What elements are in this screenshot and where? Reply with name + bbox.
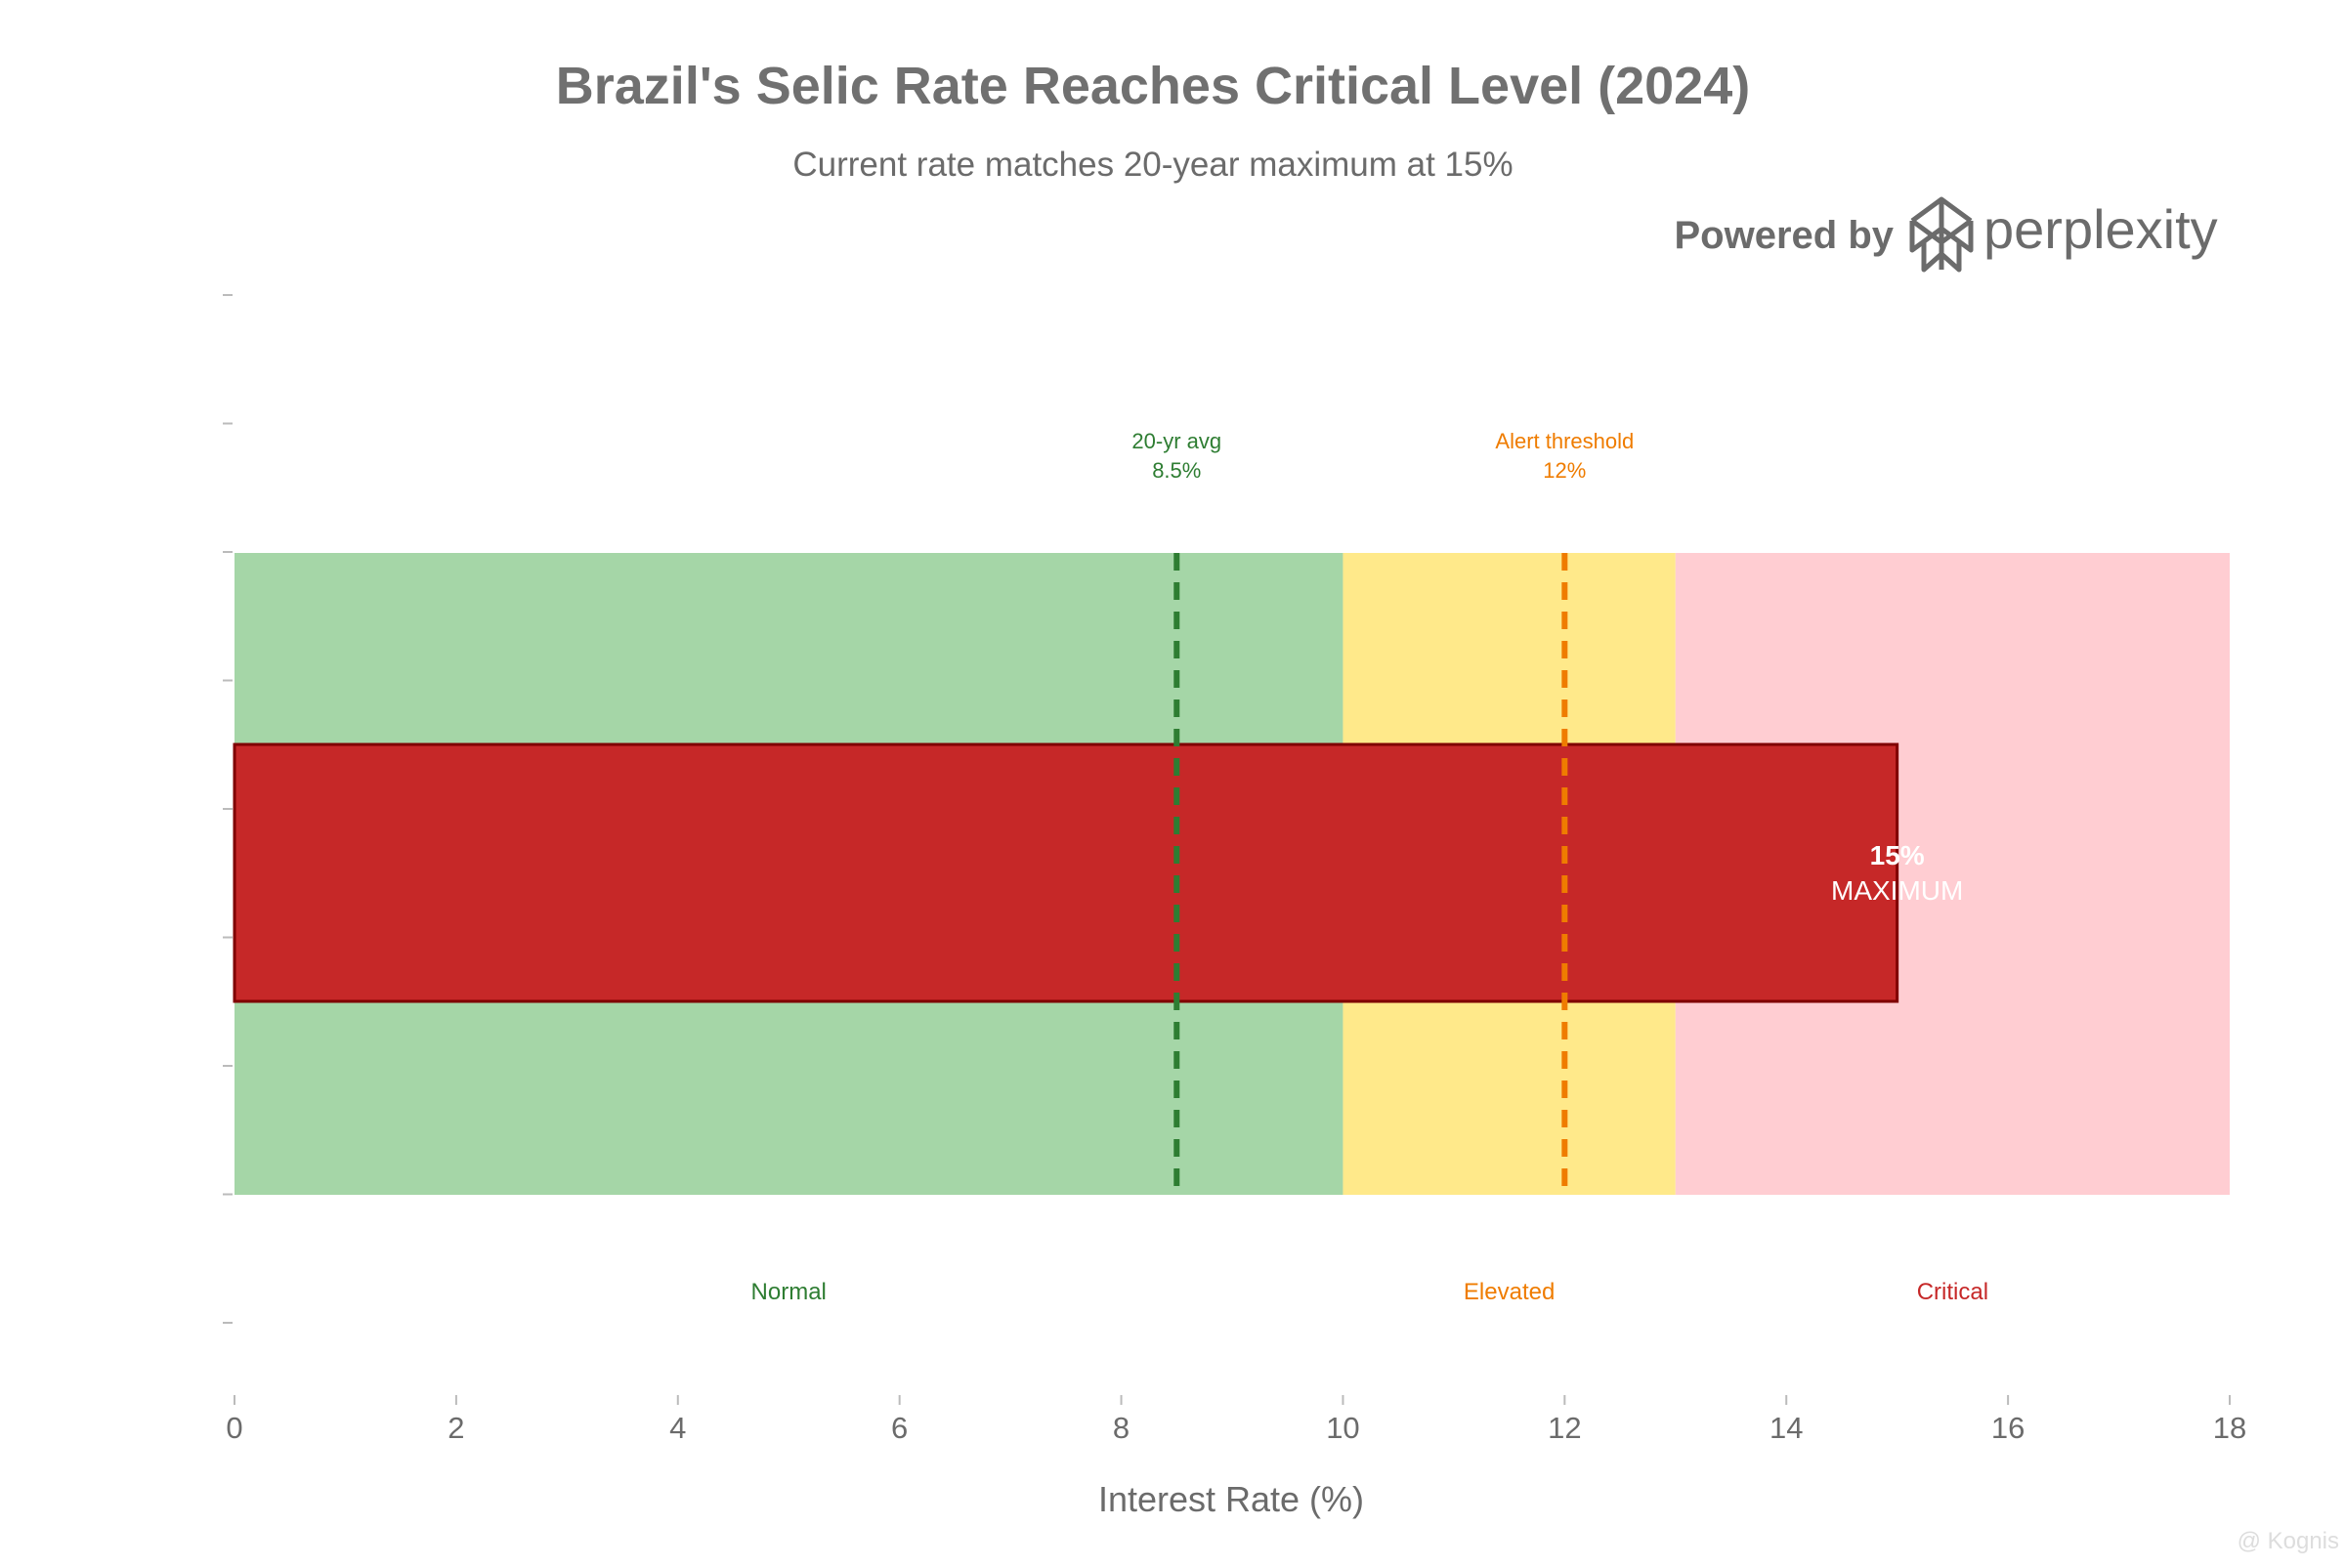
- chart-subtitle: Current rate matches 20-year maximum at …: [792, 146, 1513, 184]
- bar-current-rate: [233, 742, 1899, 1003]
- x-tick-label: 0: [226, 1411, 242, 1445]
- x-tick-label: 18: [2213, 1411, 2246, 1445]
- x-tick-label: 16: [1991, 1411, 2025, 1445]
- perplexity-logo-icon: [1909, 196, 1974, 273]
- powered-by-branding: Powered by perplexity: [1674, 196, 2218, 273]
- reference-label-alert: Alert threshold: [1495, 429, 1634, 453]
- x-tick-label: 8: [1113, 1411, 1130, 1445]
- x-tick-label: 14: [1769, 1411, 1803, 1445]
- reference-value-alert: 12%: [1543, 458, 1586, 483]
- x-tick-label: 4: [669, 1411, 686, 1445]
- labels-layer: 20-yr avg 8.5% Alert threshold 12% 15% MAXIMU…: [751, 429, 1989, 1305]
- bars-layer: [233, 742, 1899, 1003]
- zone-label-critical: Critical: [1917, 1279, 1988, 1305]
- reference-label-avg: 20-yr avg: [1131, 429, 1221, 453]
- chart-title: Brazil's Selic Rate Reaches Critical Lev…: [556, 57, 1750, 115]
- y-axis-ticks: [223, 294, 233, 1324]
- zone-label-elevated: Elevated: [1464, 1279, 1555, 1305]
- bar-status-label: MAXIMUM: [1831, 875, 1963, 906]
- x-axis: 0 2 4 6 8 10 12 14 16 18: [226, 1395, 2246, 1445]
- bar-value-label: 15%: [1870, 840, 1925, 870]
- reference-value-avg: 8.5%: [1152, 458, 1201, 483]
- x-tick-label: 6: [891, 1411, 908, 1445]
- reference-lines-layer: [1173, 553, 1568, 1195]
- watermark: @ Kognis: [2238, 1528, 2339, 1554]
- x-tick-label: 12: [1548, 1411, 1581, 1445]
- brand-name: perplexity: [1983, 198, 2218, 260]
- x-axis-label: Interest Rate (%): [1098, 1479, 1364, 1519]
- x-tick-label: 2: [448, 1411, 464, 1445]
- powered-by-label: Powered by: [1674, 214, 1894, 257]
- x-tick-label: 10: [1326, 1411, 1359, 1445]
- zone-label-normal: Normal: [751, 1279, 827, 1305]
